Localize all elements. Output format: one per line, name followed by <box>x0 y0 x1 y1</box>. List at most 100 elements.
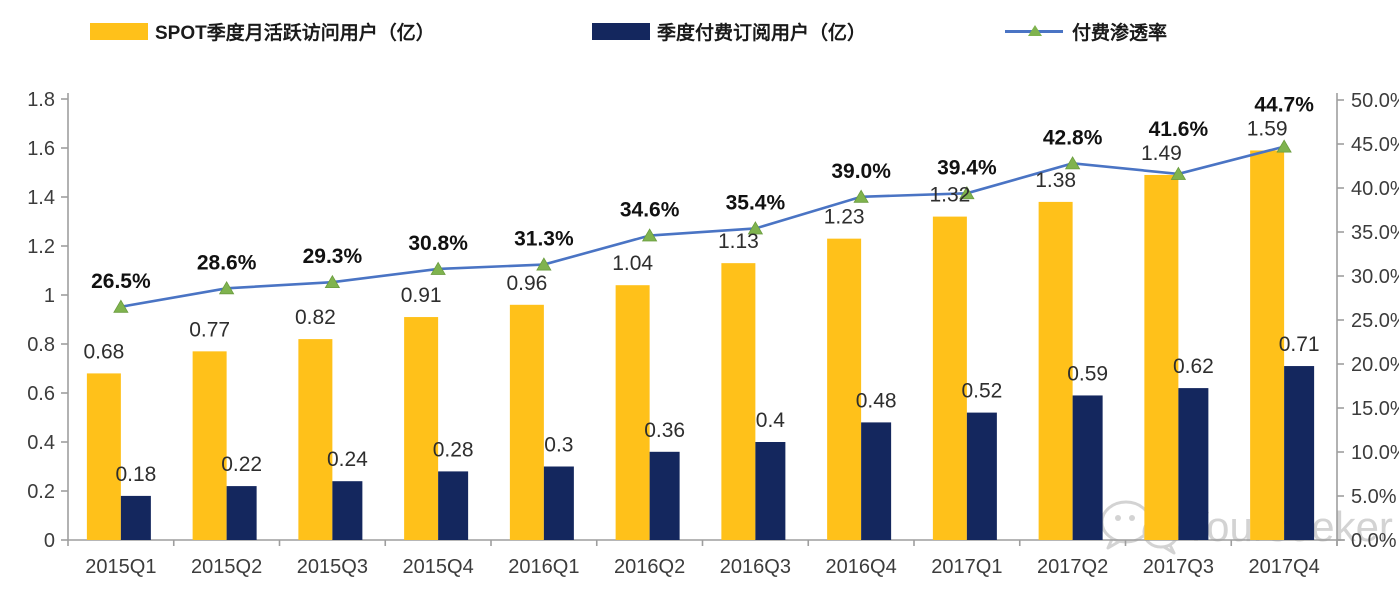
data-labels: 0.68 0.77 0.82 0.91 0.96 1.04 1.13 1.23 1.32 1.38… <box>83 93 1319 485</box>
triangle-marker <box>747 221 764 235</box>
paid-bar <box>438 471 469 540</box>
chart-text: 1.8 <box>27 89 55 111</box>
chart-text: 0.6 <box>27 383 55 405</box>
mau-bar <box>509 304 544 540</box>
chart-text: 44.7% <box>1254 93 1314 116</box>
penetration-line <box>113 139 1292 313</box>
legend-label-penetration: 付费渗透率 <box>1072 22 1168 44</box>
chart-text: 0.96 <box>506 272 547 295</box>
chart-text: 35.0% <box>1351 222 1399 244</box>
chart-text: 30.8% <box>408 232 468 255</box>
chart-text: 35.4% <box>726 191 786 214</box>
paid-bar <box>861 422 892 540</box>
chart-text: 42.8% <box>1043 126 1103 149</box>
chart-text: 30.0% <box>1351 266 1399 288</box>
chart-text: 1.23 <box>824 206 865 229</box>
axes: 0 0.2 0.4 0.6 0.8 1 1.2 1.4 1.6 1.8 0.0% 5.0% 10.0% 1… <box>27 89 1399 552</box>
chart-text: 25.0% <box>1351 310 1399 332</box>
chart-text: 0.48 <box>856 389 897 412</box>
chart-text: 39.4% <box>937 156 997 179</box>
chart-text: 45.0% <box>1351 134 1399 156</box>
chart-text: 0.22 <box>221 453 262 476</box>
chart-text: 0.18 <box>115 463 156 486</box>
triangle-marker <box>536 257 552 271</box>
chart-text: 0.71 <box>1279 333 1320 356</box>
chart-text: 2016Q4 <box>826 556 897 578</box>
paid-bar <box>966 412 997 540</box>
chart-text: 1.59 <box>1247 117 1288 140</box>
chart-text: 0.59 <box>1067 362 1108 385</box>
mau-bar <box>615 285 650 540</box>
chart-text: 0.8 <box>27 334 55 356</box>
chart-text: 41.6% <box>1149 118 1209 141</box>
chart-text: 50.0% <box>1351 90 1399 112</box>
chart-text: 0.28 <box>433 438 474 461</box>
paid-bars <box>120 366 1315 540</box>
paid-swatch <box>592 22 650 40</box>
chart-text: 0.77 <box>189 318 230 341</box>
paid-bar <box>226 486 257 540</box>
chart-text: 39.0% <box>831 160 891 183</box>
chart-text: 0.3 <box>544 434 573 457</box>
triangle-marker <box>324 274 341 289</box>
chart-text: 1.04 <box>612 252 653 275</box>
chart-text: 2015Q2 <box>191 556 262 578</box>
chart-text: 0 <box>44 530 55 552</box>
chart-text: 1.49 <box>1141 142 1182 165</box>
triangle-marker <box>959 185 975 200</box>
legend: SPOT季度月活跃访问用户（亿） 季度付费订阅用户（亿） 付费渗透率 <box>0 0 1399 60</box>
chart-text: 10.0% <box>1351 442 1399 464</box>
chart-text: 5.0% <box>1351 486 1397 508</box>
chart-text: 2016Q1 <box>508 556 579 578</box>
chart-text: 40.0% <box>1351 178 1399 200</box>
paid-bar <box>649 451 680 540</box>
chart-text: 2016Q2 <box>614 556 685 578</box>
mau-bar <box>1038 201 1073 540</box>
mau-bar <box>932 216 967 540</box>
mau-bar <box>298 339 333 540</box>
paid-bar <box>332 481 363 540</box>
mau-swatch <box>90 22 148 40</box>
chart-text: 0.24 <box>327 448 368 471</box>
mau-bar <box>192 351 227 540</box>
chart-text: 2017Q4 <box>1249 556 1320 578</box>
triangle-marker <box>1170 166 1187 180</box>
chart-text: 29.3% <box>303 245 363 268</box>
chart-text: 28.6% <box>197 251 257 274</box>
chart-text: 2017Q1 <box>931 556 1002 578</box>
paid-bar <box>1178 388 1209 540</box>
chart-text: 2017Q3 <box>1143 556 1214 578</box>
chart-text: 0.36 <box>644 419 685 442</box>
chart-text: 0.0% <box>1351 530 1397 552</box>
x-axis-labels: 2015Q1 2015Q2 2015Q3 2015Q4 2016Q1 2016Q2 2016… <box>85 556 1319 578</box>
chart-text: 0.82 <box>295 306 336 329</box>
chart-text: 0.4 <box>27 432 55 454</box>
chart-text: 31.3% <box>514 228 574 251</box>
chart-text: 0.2 <box>27 481 55 503</box>
chart-text: 1.32 <box>929 184 970 207</box>
chart-text: 1.13 <box>718 230 759 253</box>
mau-bar <box>86 373 121 540</box>
chart-text: 0.52 <box>961 380 1002 403</box>
chart-text: 34.6% <box>620 199 680 222</box>
line-marker-swatch <box>1005 24 1063 36</box>
chart-text: 2017Q2 <box>1037 556 1108 578</box>
mau-bar <box>721 263 756 540</box>
triangle-marker <box>430 261 446 275</box>
chart-text: 1.4 <box>27 187 55 209</box>
chart-text: 20.0% <box>1351 354 1399 376</box>
chart-text: 1.38 <box>1035 169 1076 192</box>
chart-text: 2015Q4 <box>403 556 474 578</box>
legend-label-mau: SPOT季度月活跃访问用户（亿） <box>155 22 435 44</box>
triangle-marker <box>113 299 129 313</box>
triangle-marker <box>1276 139 1292 153</box>
legend-item-paid: 季度付费订阅用户（亿） <box>592 18 866 44</box>
legend-item-mau: SPOT季度月活跃访问用户（亿） <box>90 18 435 44</box>
chart-text: 1.2 <box>27 236 55 258</box>
triangle-marker-icon <box>1028 24 1042 36</box>
triangle-marker <box>853 189 869 203</box>
chart-text: 2015Q1 <box>85 556 156 578</box>
triangle-marker <box>1064 156 1081 170</box>
